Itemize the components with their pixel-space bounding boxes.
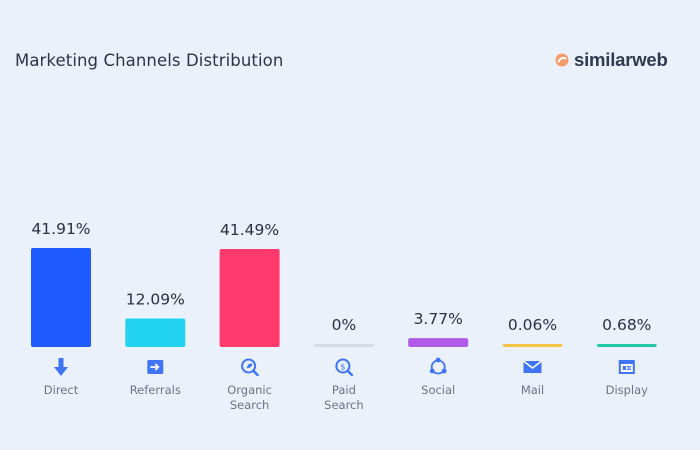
referrals-icon [147, 360, 164, 374]
similarweb-logo: similarweb [555, 49, 668, 71]
category-label-organic-search-line1: Organic [227, 383, 272, 397]
category-label-referrals: Referrals [130, 383, 181, 397]
category-label-paid-search-line1: Paid [332, 383, 356, 397]
social-icon [429, 357, 447, 375]
direct-icon [54, 358, 68, 376]
category-label-direct: Direct [44, 383, 79, 397]
category-label-paid-search-line2: Search [324, 398, 364, 412]
similarweb-logo-icon [555, 53, 569, 67]
bar-organic-search[interactable] [219, 248, 280, 347]
category-label-mail: Mail [521, 383, 544, 397]
value-label-direct: 41.91% [31, 220, 90, 238]
organic-search-icon [241, 358, 259, 377]
paid-search-icon: $ [335, 358, 354, 377]
value-label-display: 0.68% [602, 316, 651, 334]
bar-display[interactable] [596, 344, 657, 347]
category-label-social: Social [421, 383, 455, 397]
bar-direct[interactable] [31, 248, 91, 347]
category-label-organic-search-line2: Search [230, 398, 270, 412]
bar-mail[interactable] [502, 344, 563, 347]
value-label-paid-search: 0% [332, 316, 357, 334]
mail-icon [523, 360, 542, 373]
brand-name: similarweb [574, 49, 668, 70]
value-label-organic-search: 41.49% [220, 221, 279, 239]
bar-referrals[interactable] [125, 318, 186, 347]
value-label-mail: 0.06% [508, 316, 557, 334]
bar-paid-search[interactable] [313, 344, 374, 347]
svg-text:$: $ [340, 363, 345, 372]
category-label-display: Display [606, 383, 649, 397]
bar-social[interactable] [408, 338, 469, 347]
value-label-social: 3.77% [414, 310, 463, 328]
value-label-referrals: 12.09% [126, 290, 185, 308]
display-icon [618, 360, 635, 374]
chart-title: Marketing Channels Distribution [15, 51, 284, 70]
